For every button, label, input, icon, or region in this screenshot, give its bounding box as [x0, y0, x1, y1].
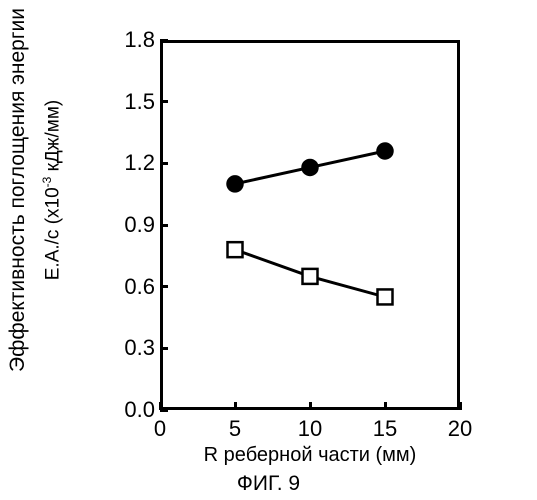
figure-container: Эффективность поглощения энергии E.A./c …	[0, 0, 537, 500]
series-open-square-marker	[378, 289, 393, 304]
y-tick	[160, 285, 168, 288]
figure-caption: ФИГ. 9	[0, 472, 537, 496]
series-filled-circle-marker	[228, 176, 243, 191]
y-tick	[160, 347, 168, 350]
y-axis-units-exp: -3	[40, 177, 54, 188]
series-open-square-marker	[228, 242, 243, 257]
x-tick-label: 20	[440, 416, 480, 442]
x-tick	[159, 402, 162, 410]
x-tick-label: 15	[365, 416, 405, 442]
y-tick-label: 0.6	[95, 274, 155, 300]
y-tick-label: 1.5	[95, 89, 155, 115]
x-tick-label: 0	[140, 416, 180, 442]
y-tick	[160, 224, 168, 227]
x-axis-title: R реберной части (мм)	[160, 444, 460, 467]
x-tick	[309, 402, 312, 410]
y-tick	[160, 100, 168, 103]
y-axis-title: Эффективность поглощения энергии	[6, 0, 30, 400]
x-tick-label: 5	[215, 416, 255, 442]
y-axis-units-prefix: E.A./c (x10	[42, 187, 63, 280]
y-tick-label: 1.2	[95, 150, 155, 176]
plot-svg	[160, 40, 460, 410]
x-tick	[384, 402, 387, 410]
y-tick	[160, 162, 168, 165]
series-filled-circle-marker	[303, 160, 318, 175]
y-tick-label: 1.8	[95, 27, 155, 53]
series-open-square-marker	[303, 269, 318, 284]
y-tick-label: 0.3	[95, 335, 155, 361]
x-tick	[459, 402, 462, 410]
series-filled-circle-marker	[378, 144, 393, 159]
y-axis-units: E.A./c (x10-3 кДж/мм)	[40, 0, 64, 400]
y-tick	[160, 39, 168, 42]
y-tick-label: 0.9	[95, 212, 155, 238]
y-axis-units-suffix: кДж/мм)	[42, 100, 63, 177]
x-tick-label: 10	[290, 416, 330, 442]
x-tick	[234, 402, 237, 410]
